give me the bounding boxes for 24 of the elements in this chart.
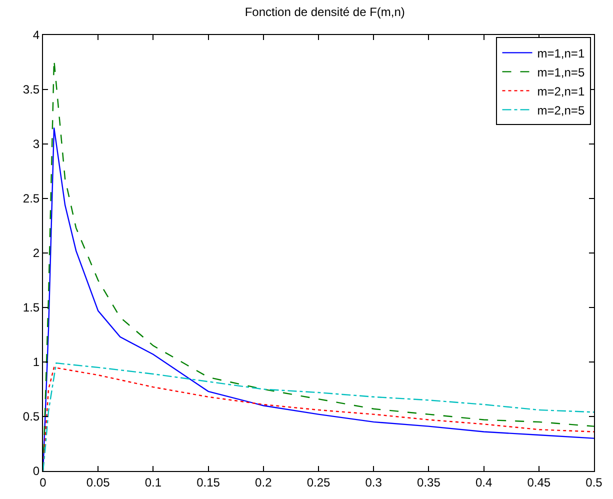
x-tick-label: 0.4	[475, 475, 492, 490]
y-tick-label: 0	[32, 464, 40, 478]
x-tick-label: 0.25	[306, 475, 330, 490]
x-tick-label: 0.5	[586, 475, 603, 490]
y-tick-label: 3	[32, 137, 40, 152]
x-tick-label: 0.3	[365, 475, 382, 490]
legend-label: m=2,n=5	[537, 103, 585, 118]
y-tick-label: 2.5	[22, 192, 40, 206]
y-tick-label: 3.5	[22, 82, 40, 97]
x-tick-label: 0.45	[527, 475, 551, 490]
legend-label: m=1,n=1	[537, 46, 585, 60]
x-tick-label: 0.2	[255, 475, 272, 490]
y-tick-label: 0.5	[22, 410, 40, 424]
legend-label: m=1,n=5	[537, 65, 585, 80]
y-tick-label: 1	[32, 355, 40, 370]
y-tick-label: 2	[32, 246, 40, 260]
legend-label: m=2,n=1	[537, 84, 585, 98]
x-tick-label: 0.35	[417, 475, 441, 490]
chart-title: Fonction de densité de F(m,n)	[244, 4, 405, 19]
x-tick-label: 0.1	[144, 475, 162, 490]
x-tick-label: 0.15	[196, 475, 220, 490]
y-tick-label: 1.5	[22, 300, 40, 315]
x-tick-label: 0.05	[86, 475, 110, 490]
y-tick-label: 4	[32, 28, 40, 42]
